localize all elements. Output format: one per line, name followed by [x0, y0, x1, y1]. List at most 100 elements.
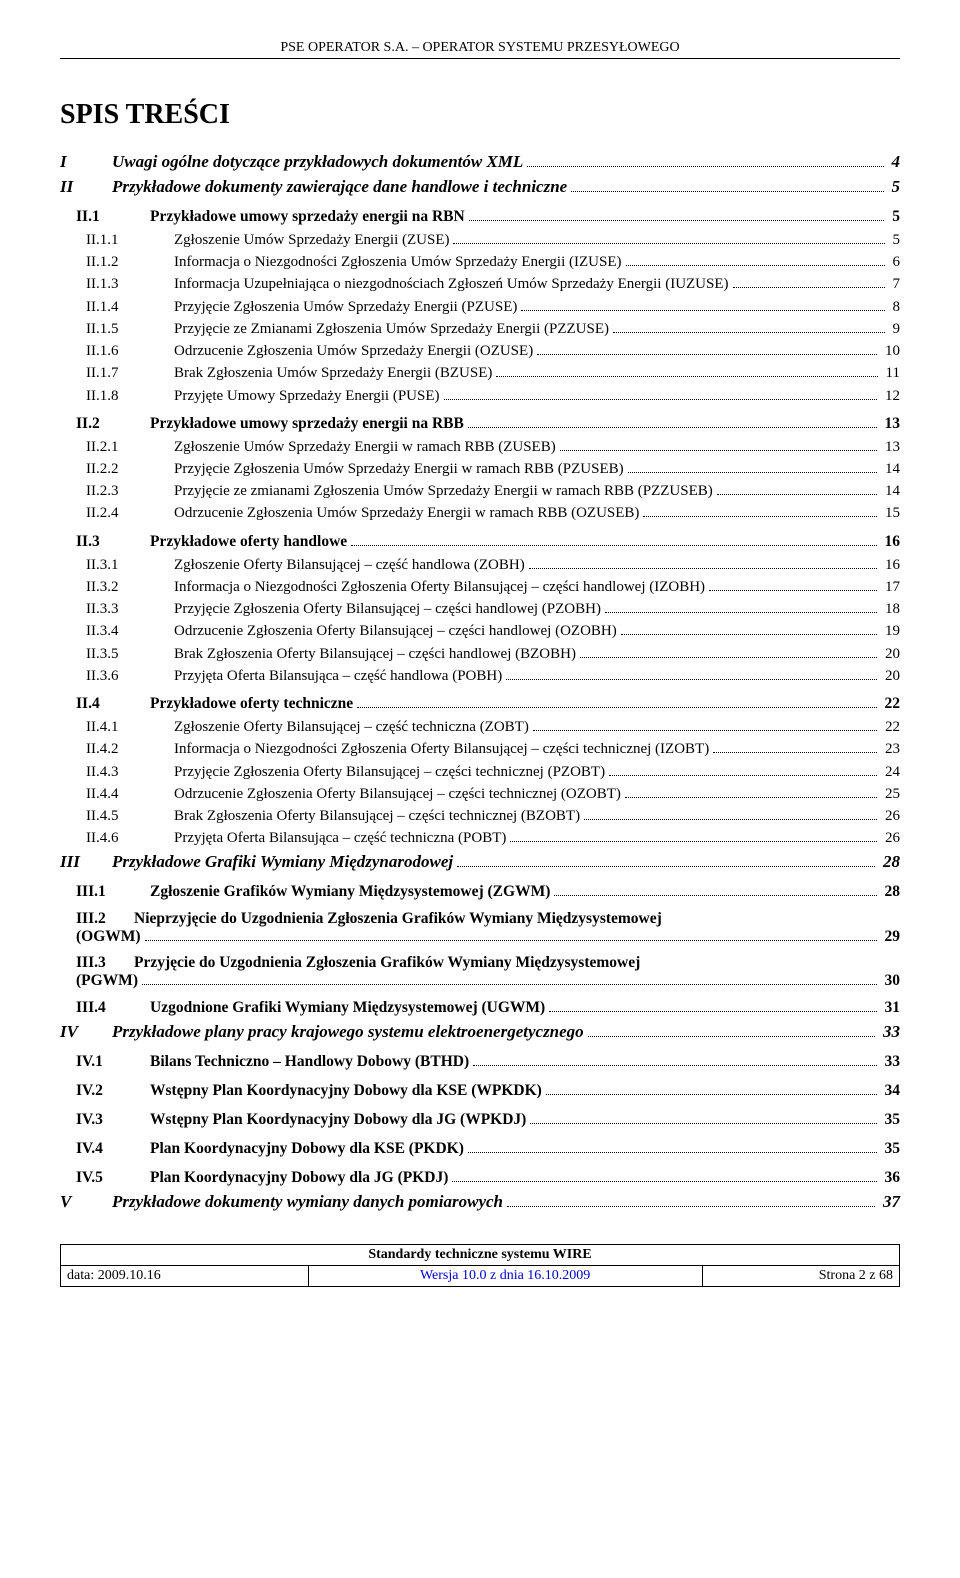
toc-entry-text: Zgłoszenie Oferty Bilansującej – część h…	[174, 555, 525, 575]
toc-entry-label: II.4	[60, 694, 150, 715]
toc-entry-label: II.1.4	[60, 297, 174, 317]
toc-entry-page: 12	[881, 386, 900, 406]
toc-entry-text: Przyjęte Umowy Sprzedaży Energii (PUSE)	[174, 386, 440, 406]
toc-entry: II.1.1Zgłoszenie Umów Sprzedaży Energii …	[60, 230, 900, 250]
toc-entry-page: 26	[881, 828, 900, 848]
toc-entry-page: 22	[881, 694, 901, 715]
toc-entry-page: 15	[881, 503, 900, 523]
toc-leader-dots	[457, 866, 875, 867]
toc-entry-text: Przykładowe oferty techniczne	[150, 694, 353, 715]
document-page: PSE OPERATOR S.A. – OPERATOR SYSTEMU PRZ…	[0, 0, 960, 1307]
toc-entry-label: II.2.3	[60, 481, 174, 501]
toc-leader-dots	[357, 707, 876, 708]
toc-entry: III.3Przyjęcie do Uzgodnienia Zgłoszenia…	[60, 954, 900, 990]
toc-entry-page: 25	[881, 784, 900, 804]
toc-entry-text: Zgłoszenie Grafików Wymiany Międzysystem…	[150, 882, 550, 903]
toc-leader-dots	[468, 1152, 877, 1153]
toc-entry-page: 4	[888, 151, 901, 174]
toc-leader-dots	[554, 895, 876, 896]
toc-entry-text: Przykładowe oferty handlowe	[150, 532, 347, 553]
toc-leader-dots	[506, 679, 877, 680]
toc-entry-text: Bilans Techniczno – Handlowy Dobowy (BTH…	[150, 1052, 469, 1073]
toc-leader-dots	[613, 332, 885, 333]
toc-entry-label: II.3.5	[60, 644, 174, 664]
toc-entry: IIPrzykładowe dokumenty zawierające dane…	[60, 176, 900, 199]
toc-entry: III.2Nieprzyjęcie do Uzgodnienia Zgłosze…	[60, 910, 900, 946]
toc-leader-dots	[560, 450, 877, 451]
toc-entry-label: III	[60, 851, 112, 874]
toc-entry: II.3.4Odrzucenie Zgłoszenia Oferty Bilan…	[60, 621, 900, 641]
toc-entry-page: 5	[888, 176, 901, 199]
toc-entry: IUwagi ogólne dotyczące przykładowych do…	[60, 151, 900, 174]
toc-entry: II.1Przykładowe umowy sprzedaży energii …	[60, 207, 900, 228]
toc-entry-page: 28	[881, 882, 901, 903]
toc-leader-dots	[621, 634, 877, 635]
toc-leader-dots	[468, 427, 877, 428]
toc-entry-text: (OGWM)	[76, 928, 141, 946]
toc-leader-dots	[571, 191, 883, 192]
toc-entry-label: II.1.8	[60, 386, 174, 406]
toc-entry-page: 6	[889, 252, 901, 272]
toc-entry-text: Odrzucenie Zgłoszenia Oferty Bilansujące…	[174, 621, 617, 641]
toc-entry-text: Przykładowe umowy sprzedaży energii na R…	[150, 207, 465, 228]
toc-entry: II.3.6Przyjęta Oferta Bilansująca – częś…	[60, 666, 900, 686]
toc-entry: II.2.1Zgłoszenie Umów Sprzedaży Energii …	[60, 437, 900, 457]
toc-entry-text: Zgłoszenie Oferty Bilansującej – część t…	[174, 717, 529, 737]
toc-entry-page: 18	[881, 599, 900, 619]
toc-entry-label: II.1	[60, 207, 150, 228]
toc-leader-dots	[142, 984, 877, 985]
toc-entry-label: II.1.2	[60, 252, 174, 272]
toc-leader-dots	[733, 287, 885, 288]
toc-entry-label: III.4	[60, 998, 150, 1019]
toc-entry-label: II.4.6	[60, 828, 174, 848]
toc-leader-dots	[496, 376, 877, 377]
toc-entry-label: II.3.1	[60, 555, 174, 575]
toc-entry-text: Przykładowe dokumenty zawierające dane h…	[112, 176, 567, 199]
footer-date: data: 2009.10.16	[61, 1266, 309, 1286]
toc-leader-dots	[628, 472, 877, 473]
toc-leader-dots	[533, 730, 877, 731]
toc-entry-text: Przyjęcie Zgłoszenia Umów Sprzedaży Ener…	[174, 297, 517, 317]
toc-entry: II.4.2Informacja o Niezgodności Zgłoszen…	[60, 739, 900, 759]
toc-entry-text: Przyjęcie Zgłoszenia Oferty Bilansującej…	[174, 599, 601, 619]
toc-entry-text: Uwagi ogólne dotyczące przykładowych dok…	[112, 151, 523, 174]
toc-entry-label: II.2.2	[60, 459, 174, 479]
toc-entry-text: Przyjęcie do Uzgodnienia Zgłoszenia Graf…	[134, 954, 640, 972]
toc-entry-text: Odrzucenie Zgłoszenia Oferty Bilansujące…	[174, 784, 621, 804]
toc-entry: II.1.6Odrzucenie Zgłoszenia Umów Sprzeda…	[60, 341, 900, 361]
toc-leader-dots	[145, 940, 877, 941]
toc-leader-dots	[507, 1206, 875, 1207]
toc-entry: II.1.5Przyjęcie ze Zmianami Zgłoszenia U…	[60, 319, 900, 339]
toc-entry-page: 35	[881, 1110, 901, 1131]
toc-entry: II.1.8Przyjęte Umowy Sprzedaży Energii (…	[60, 386, 900, 406]
toc-entry-page: 23	[881, 739, 900, 759]
toc-entry: II.2.3Przyjęcie ze zmianami Zgłoszenia U…	[60, 481, 900, 501]
toc-leader-dots	[473, 1065, 876, 1066]
toc-entry-page: 17	[881, 577, 900, 597]
toc-entry-page: 13	[881, 414, 901, 435]
toc-entry-label: II.4.3	[60, 762, 174, 782]
toc-entry-page: 14	[881, 481, 900, 501]
toc-entry-label: II.3	[60, 532, 150, 553]
toc-entry-label: II.4.5	[60, 806, 174, 826]
toc-entry-label: II.1.5	[60, 319, 174, 339]
toc-entry: II.1.7Brak Zgłoszenia Umów Sprzedaży Ene…	[60, 363, 900, 383]
toc-entry: IV.2Wstępny Plan Koordynacyjny Dobowy dl…	[60, 1081, 900, 1102]
toc-entry-page: 34	[881, 1081, 901, 1102]
toc-entry-label: II.1.3	[60, 274, 174, 294]
toc-entry-label: IV.2	[60, 1081, 150, 1102]
toc-entry-text: Przykładowe plany pracy krajowego system…	[112, 1021, 584, 1044]
toc-entry-text: Przykładowe umowy sprzedaży energii na R…	[150, 414, 464, 435]
toc-leader-dots	[546, 1094, 877, 1095]
toc-entry: II.1.3Informacja Uzupełniająca o niezgod…	[60, 274, 900, 294]
toc-leader-dots	[549, 1011, 876, 1012]
toc-entry-page: 33	[881, 1052, 901, 1073]
toc-entry: II.3.3Przyjęcie Zgłoszenia Oferty Bilans…	[60, 599, 900, 619]
toc-leader-dots	[530, 1123, 876, 1124]
toc-entry: II.4.3Przyjęcie Zgłoszenia Oferty Bilans…	[60, 762, 900, 782]
toc-entry: IV.5Plan Koordynacyjny Dobowy dla JG (PK…	[60, 1168, 900, 1189]
toc-entry-page: 9	[889, 319, 901, 339]
toc-leader-dots	[527, 166, 883, 167]
toc-entry: II.1.2Informacja o Niezgodności Zgłoszen…	[60, 252, 900, 272]
toc-entry: IV.4Plan Koordynacyjny Dobowy dla KSE (P…	[60, 1139, 900, 1160]
